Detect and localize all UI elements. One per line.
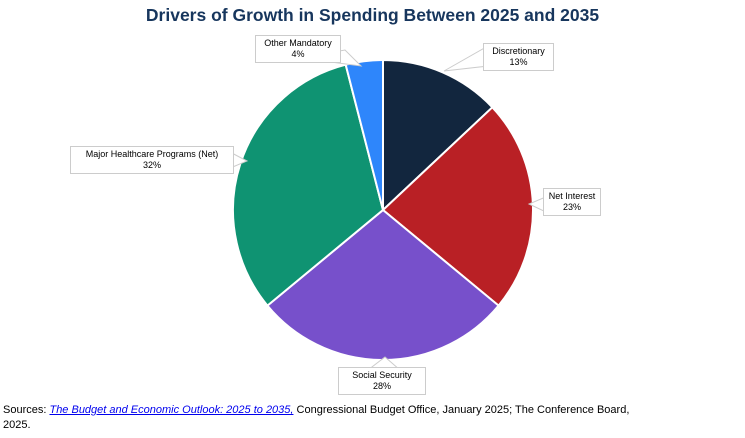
slice-percent: 13% [509,57,528,67]
source-note: Sources: The Budget and Economic Outlook… [3,403,718,432]
callout-lines [227,45,549,371]
callout-line-discretionary [443,45,489,72]
label-net-interest: Net Interest 23% [543,188,601,216]
slice-label: Net Interest [548,191,596,201]
slice-label: Major Healthcare Programs (Net) [85,149,219,159]
label-major-healthcare-programs: Major Healthcare Programs (Net) 32% [70,146,234,174]
source-line2: 2025. [3,418,31,431]
label-social-security: Social Security 28% [338,367,426,395]
slice-percent: 4% [291,49,305,59]
source-after-link: Congressional Budget Office, January 202… [293,404,630,416]
pie-slice-discretionary [382,59,494,211]
slice-percent: 28% [372,381,391,391]
slice-percent: 23% [562,202,581,212]
chart-title: Drivers of Growth in Spending Between 20… [145,5,600,25]
label-other-mandatory: Other Mandatory 4% [255,35,341,63]
slice-percent: 32% [142,160,161,170]
pie-slice-net-interest [382,106,534,307]
pie-slice-social-security [266,209,500,361]
source-prefix: Sources: [3,404,50,416]
slice-label: Other Mandatory [264,38,332,48]
pie-slices [232,59,534,361]
source-link[interactable]: The Budget and Economic Outlook: 2025 to… [49,404,294,416]
pie-slice-other-mandatory [344,59,384,211]
label-discretionary: Discretionary 13% [483,43,554,71]
slice-label: Social Security [352,370,412,380]
pie-slice-major-healthcare-programs-net [232,63,384,307]
slice-label: Discretionary [492,46,545,56]
